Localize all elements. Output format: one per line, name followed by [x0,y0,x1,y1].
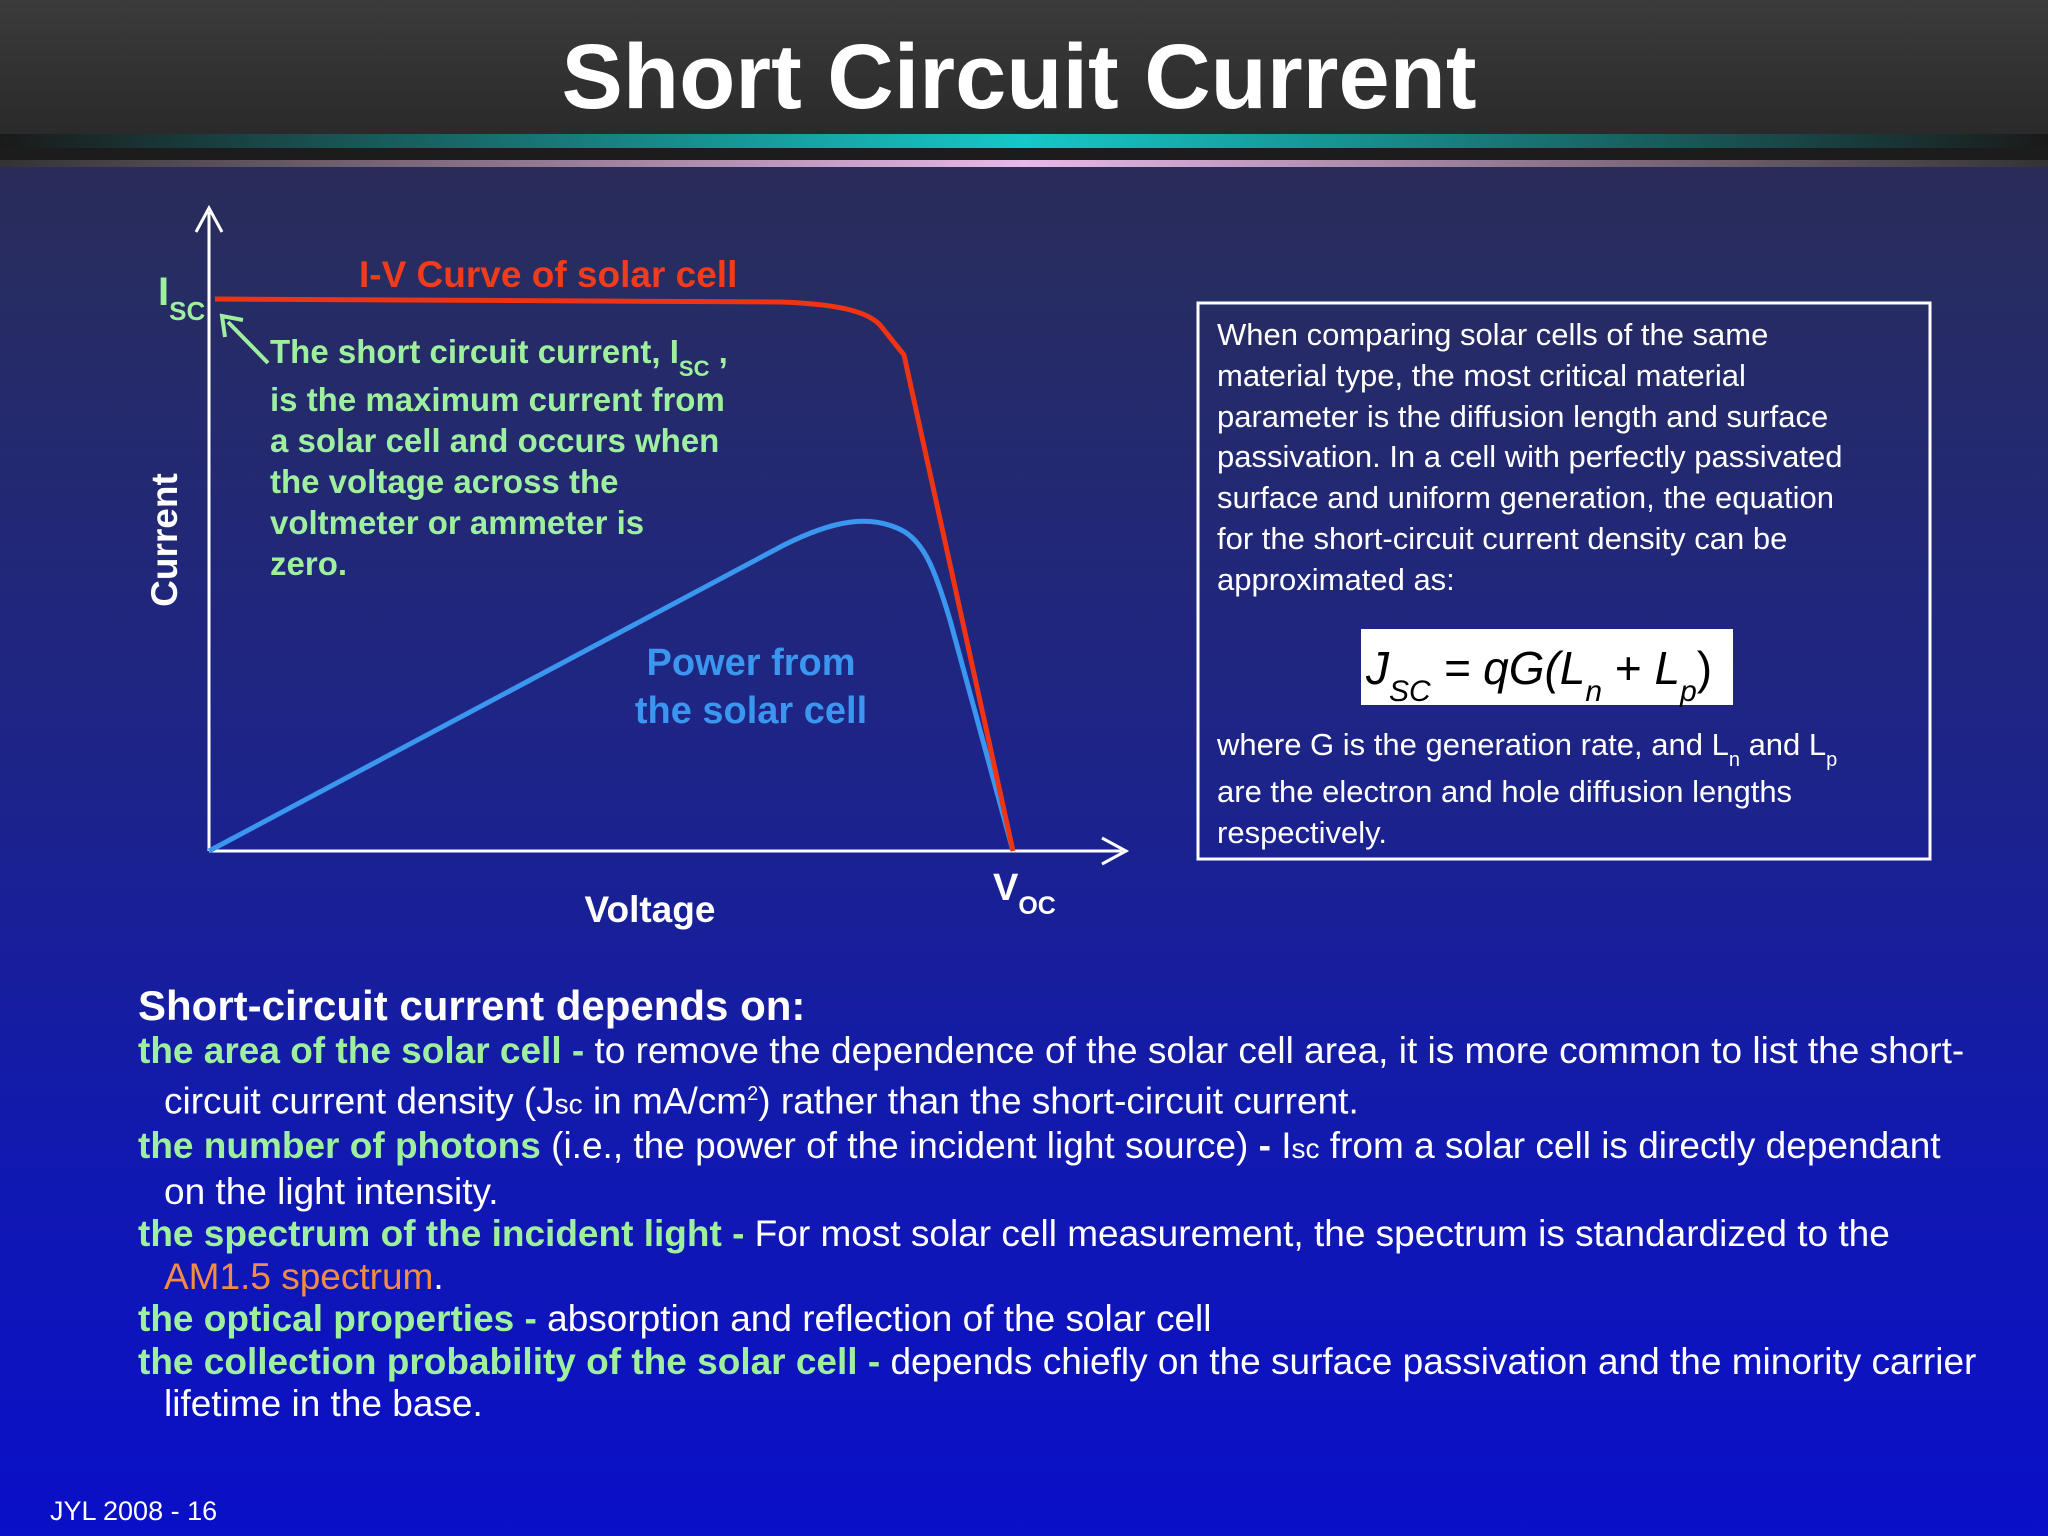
eq-sub: p [1679,675,1697,708]
curve-label: I-V Curve of solar cell [359,254,737,295]
equation: JSC = qG(Ln + Lp) [1365,642,1712,708]
info-line: parameter is the diffusion length and su… [1217,399,1828,434]
factor-term: the area of the solar cell - [138,1030,585,1071]
factor-text: - [1258,1125,1271,1167]
header-rule [0,160,2048,167]
x-axis-arrow [1101,836,1130,866]
power-label: the solar cell [635,690,867,732]
annotation-line: zero. [270,545,347,582]
info-text-part: and L [1740,727,1826,762]
factor-text: in mA/cm [582,1079,748,1121]
factor-term: the collection probability of the solar … [138,1340,881,1382]
factors-list: Short-circuit current depends on: the ar… [138,982,1983,1426]
factor-term: the optical properties - [138,1298,537,1340]
factor-text: For most solar cell measurement, the spe… [744,1213,1890,1255]
annotation-line: The short circuit current, ISC , [270,333,728,381]
isc-main: I [158,270,169,314]
factor-text: (i.e., the power of the incident light s… [540,1125,1259,1167]
info-text: When comparing solar cells of the same m… [1216,317,1842,850]
voc-main: V [993,867,1019,909]
factor-item: the area of the solar cell - to remove t… [138,1030,1983,1125]
y-axis-label: Current [144,473,185,607]
factor-text: sc [554,1087,583,1119]
info-sub: n [1729,749,1740,771]
eq-part: = qG( [1431,642,1565,694]
y-axis-arrow [194,204,224,233]
factor-term: the spectrum of the incident light - [138,1213,745,1255]
header-rule [0,134,2048,148]
info-line: When comparing solar cells of the same [1217,317,1768,352]
factor-text: depends chiefly on the surface passivati… [164,1340,1977,1425]
eq-part: L [1560,642,1586,694]
annotation-line: is the maximum current from [270,381,725,418]
annotation-line: the voltage across the [270,463,618,500]
factor-item: the spectrum of the incident light - For… [138,1213,1983,1298]
factor-link: AM1.5 spectrum [164,1255,434,1297]
annotation-sub: SC [679,356,710,381]
power-label: Power from [646,642,855,684]
eq-part: L [1655,642,1681,694]
slide-title: Short Circuit Current [562,26,1477,128]
eq-part: + [1602,642,1654,694]
factor-term: the number of photons [138,1125,541,1167]
footer: JYL 2008 - 16 [50,1496,218,1526]
info-line: approximated as: [1217,562,1455,597]
voc-label: VOC [993,867,1056,920]
isc-label: ISC [158,270,205,326]
eq-sub: SC [1389,675,1431,708]
info-line: surface and uniform generation, the equa… [1217,480,1834,515]
info-sub: p [1826,749,1837,771]
factor-text: ) rather than the short-circuit current. [758,1079,1359,1121]
isc-sub: SC [169,296,205,326]
header-band [0,0,2048,134]
eq-part: ) [1697,642,1712,694]
info-line: for the short-circuit current density ca… [1217,521,1787,556]
equation-box [1361,629,1733,705]
annotation: The short circuit current, ISC , is the … [270,333,728,582]
info-line: where G is the generation rate, and Ln a… [1216,727,1837,771]
power-curve [207,518,1016,854]
info-line: material type, the most critical materia… [1217,358,1746,393]
annotation-arrow [226,320,270,365]
factor-text: from a solar cell is directly dependant … [164,1125,1941,1212]
annotation-text: The short circuit current, I [270,333,679,370]
factor-text: . [433,1255,444,1297]
x-axis-label: Voltage [585,889,716,930]
voc-sub: OC [1018,892,1056,920]
factor-text: to remove the dependence of the solar ce… [164,1030,1965,1121]
info-text-part: where G is the generation rate, and L [1216,727,1729,762]
factors-heading: Short-circuit current depends on: [138,982,806,1029]
info-line: respectively. [1217,815,1387,850]
annotation-line: voltmeter or ammeter is [270,504,644,541]
iv-curve [214,296,1016,852]
factor-item: the optical properties - absorption and … [138,1298,1983,1341]
annotation-text: , [709,333,727,370]
annotation-arrowhead [219,313,244,338]
header-rule [0,148,2048,160]
info-box [1196,301,1932,861]
factor-text: sc [1291,1133,1320,1165]
factor-text: absorption and reflection of the solar c… [536,1298,1212,1340]
info-line: are the electron and hole diffusion leng… [1217,774,1792,809]
factor-item: the number of photons (i.e., the power o… [138,1125,1983,1213]
annotation-line: a solar cell and occurs when [270,422,719,459]
factor-sup: 2 [747,1082,759,1105]
factor-item: the collection probability of the solar … [138,1341,1983,1426]
factor-text: I [1270,1125,1292,1167]
info-line: passivation. In a cell with perfectly pa… [1217,439,1842,474]
eq-part: J [1365,642,1390,694]
eq-sub: n [1585,675,1602,708]
